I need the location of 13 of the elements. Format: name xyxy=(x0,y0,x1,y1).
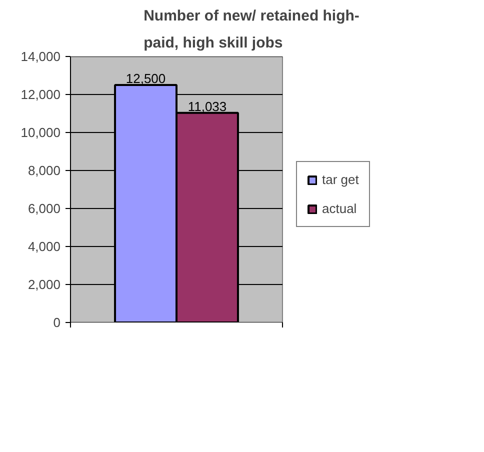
y-tick-label: 8,000 xyxy=(28,163,61,178)
y-tick-label: 12,000 xyxy=(20,87,61,102)
legend-label: tar get xyxy=(322,172,359,187)
y-tick-label: 2,000 xyxy=(28,277,61,292)
y-tick-label: 4,000 xyxy=(28,239,61,254)
text: 11,033 xyxy=(188,98,227,114)
y-tick-label: 14,000 xyxy=(20,49,61,64)
y-tick-label: 10,000 xyxy=(20,125,61,140)
chart-title: Number of new/ retained high-paid, high skill jobs xyxy=(144,7,360,52)
legend-label: actual xyxy=(322,201,357,216)
y-tick-label: 0 xyxy=(53,315,61,330)
y-tick-label: 6,000 xyxy=(28,201,61,216)
text: 12,500 xyxy=(126,71,166,86)
